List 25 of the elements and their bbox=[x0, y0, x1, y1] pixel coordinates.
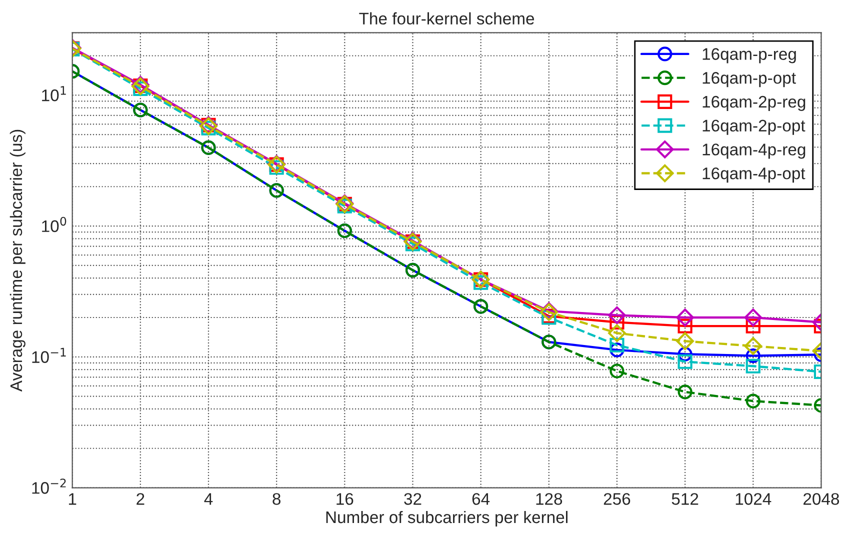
y-tick-label: 10$^{0}$ bbox=[42, 216, 66, 232]
legend-label: 16qam-2p-reg bbox=[702, 96, 806, 111]
legend-label: 16qam-4p-reg bbox=[702, 144, 806, 159]
x-tick-label: 256 bbox=[604, 493, 630, 505]
x-tick-label: 8 bbox=[272, 493, 280, 505]
chart-title: The four-kernel scheme bbox=[359, 12, 534, 25]
y-tick-label: 10$^{−1}$ bbox=[32, 348, 66, 363]
x-tick-label: 64 bbox=[472, 493, 490, 505]
x-tick-label: 2 bbox=[136, 493, 144, 505]
x-tick-label: 1024 bbox=[736, 493, 772, 505]
x-axis-title: Number of subcarriers per kernel bbox=[326, 510, 568, 526]
legend-label: 16qam-4p-opt bbox=[702, 167, 806, 183]
legend-label: 16qam-p-reg bbox=[702, 48, 796, 64]
x-tick-label: 32 bbox=[404, 493, 422, 505]
y-tick-label: 10$^{−2}$ bbox=[32, 478, 66, 494]
legend-label: 16qam-2p-opt bbox=[702, 120, 806, 135]
x-tick-label: 2048 bbox=[804, 493, 840, 505]
x-tick-label: 128 bbox=[536, 493, 562, 505]
x-tick-label: 4 bbox=[204, 493, 213, 505]
y-axis-title: Average runtime per subcarrier (us) bbox=[10, 130, 26, 392]
legend-label: 16qam-p-opt bbox=[702, 72, 796, 88]
x-tick-label: 512 bbox=[672, 493, 698, 505]
x-tick-label: 1 bbox=[68, 493, 76, 505]
y-tick-label: 10$^{1}$ bbox=[42, 86, 66, 102]
x-tick-label: 16 bbox=[336, 493, 354, 505]
